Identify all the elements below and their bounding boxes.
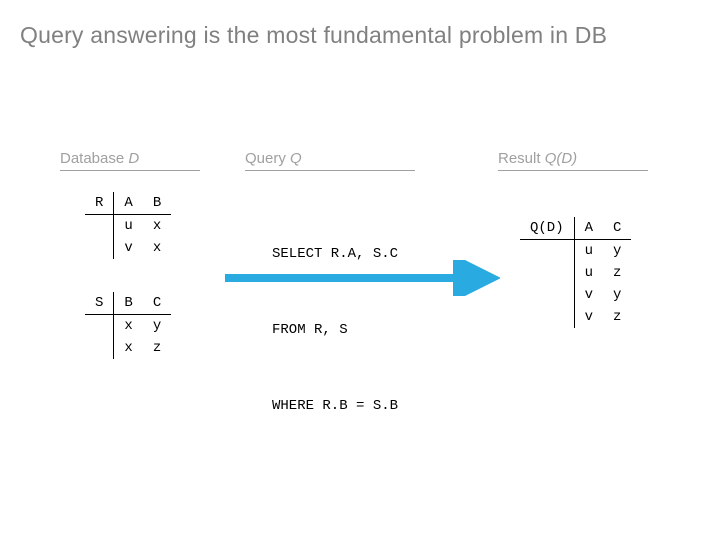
- table-s-col-1: C: [143, 292, 171, 315]
- query-label: Query: [245, 150, 290, 167]
- table-r-r1c0: v: [114, 237, 143, 259]
- table-r-empty: [85, 237, 114, 259]
- table-qd-r1c0: u: [574, 262, 603, 284]
- table-s-r1c0: x: [114, 337, 143, 359]
- table-qd-col-1: C: [603, 217, 631, 240]
- section-header-result: Result Q(D): [498, 150, 668, 171]
- table-qd-empty: [520, 262, 574, 284]
- table-s-name: S: [85, 292, 114, 315]
- table-s-empty: [85, 315, 114, 338]
- table-s-r0c0: x: [114, 315, 143, 338]
- table-r-col-0: A: [114, 192, 143, 215]
- table-r-col-1: B: [143, 192, 171, 215]
- table-s-empty: [85, 337, 114, 359]
- table-r-r0c1: x: [143, 215, 171, 238]
- table-qd-r2c0: v: [574, 284, 603, 306]
- table-qd-col-0: A: [574, 217, 603, 240]
- result-label: Result: [498, 150, 545, 167]
- section-header-query: Query Q: [245, 150, 415, 171]
- table-r-empty: [85, 215, 114, 238]
- result-var: Q(D): [545, 150, 578, 167]
- table-qd-empty: [520, 284, 574, 306]
- table-r-r1c1: x: [143, 237, 171, 259]
- db-label: Database: [60, 150, 128, 167]
- table-qd-r0c1: y: [603, 240, 631, 263]
- table-qd-r2c1: y: [603, 284, 631, 306]
- section-header-database: Database D: [60, 150, 200, 171]
- sql-line-3: WHERE R.B = S.B: [272, 394, 398, 419]
- query-var: Q: [290, 150, 302, 167]
- table-qd-r3c1: z: [603, 306, 631, 328]
- table-qd-r1c1: z: [603, 262, 631, 284]
- table-qd-name: Q(D): [520, 217, 574, 240]
- table-qd-r0c0: u: [574, 240, 603, 263]
- table-s-r0c1: y: [143, 315, 171, 338]
- table-s: S B C x y x z: [85, 292, 171, 359]
- page-title: Query answering is the most fundamental …: [20, 22, 607, 49]
- table-r-r0c0: u: [114, 215, 143, 238]
- table-s-r1c1: z: [143, 337, 171, 359]
- table-qd-empty: [520, 306, 574, 328]
- sql-query: SELECT R.A, S.C FROM R, S WHERE R.B = S.…: [272, 192, 398, 444]
- table-r: R A B u x v x: [85, 192, 171, 259]
- db-var: D: [128, 150, 139, 167]
- table-qd-r3c0: v: [574, 306, 603, 328]
- table-qd-empty: [520, 240, 574, 263]
- sql-line-2: FROM R, S: [272, 318, 398, 343]
- table-r-name: R: [85, 192, 114, 215]
- table-qd: Q(D) A C u y u z v y v z: [520, 217, 631, 328]
- arrow-icon: [225, 260, 500, 296]
- table-s-col-0: B: [114, 292, 143, 315]
